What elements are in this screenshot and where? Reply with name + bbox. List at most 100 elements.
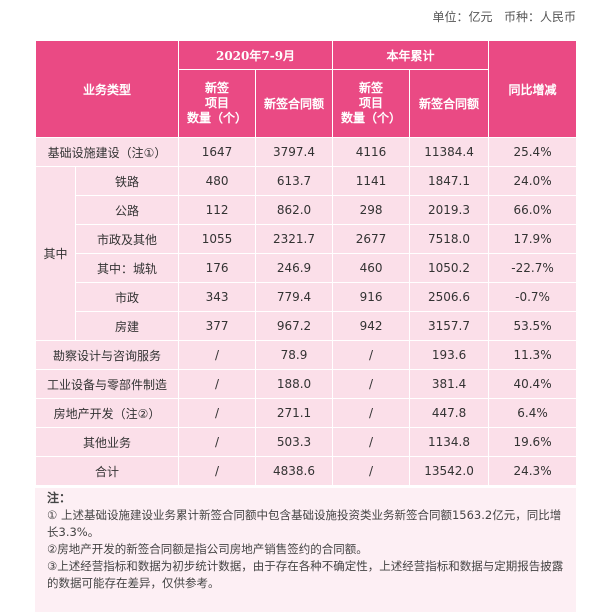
notes-box: 注： ① 上述基础设施建设业务累计新签合同额中包含基础设施投资类业务新签合同额1… (35, 488, 576, 612)
cell-ytd-amount: 7518.0 (409, 224, 490, 254)
unit-currency-line: 单位：亿元 币种：人民币 (432, 10, 576, 24)
cell-q3-amount: 3797.4 (255, 137, 334, 167)
cell-ytd-amount: 1050.2 (409, 253, 490, 283)
cell-q3-count: / (178, 340, 257, 370)
table-row-industrial-equipment: 工业设备与零部件制造 / 188.0 / 381.4 40.4% (34, 369, 578, 399)
cell-ytd-count: / (332, 340, 411, 370)
row-label: 其中：城轨 (74, 253, 180, 283)
header-period-q3: 2020年7-9月 (178, 40, 334, 70)
table-row-highway: 公路 112 862.0 298 2019.3 66.0% (36, 195, 578, 225)
note-3: ③上述经营指标和数据为初步统计数据，由于存在各种不确定性，上述经营指标和数据与定… (47, 559, 564, 590)
cell-yoy: 11.3% (488, 340, 578, 370)
cell-q3-amount: 246.9 (255, 253, 334, 283)
cell-yoy: 66.0% (488, 195, 578, 225)
cell-ytd-count: / (332, 369, 411, 399)
cell-yoy: -0.7% (488, 282, 578, 312)
contract-table: 业务类型 2020年7-9月 本年累计 同比增减 新签 项目 数量（个） 新签合… (34, 40, 578, 486)
row-label: 其他业务 (34, 427, 180, 457)
cell-ytd-amount: 13542.0 (409, 456, 490, 486)
row-label: 合计 (34, 456, 180, 486)
cell-ytd-count: / (332, 456, 411, 486)
cell-ytd-count: 460 (332, 253, 411, 283)
cell-q3-amount: 2321.7 (255, 224, 334, 254)
cell-yoy: 17.9% (488, 224, 578, 254)
cell-q3-count: / (178, 369, 257, 399)
table-row-other-business: 其他业务 / 503.3 / 1134.8 19.6% (34, 427, 578, 457)
cell-ytd-amount: 447.8 (409, 398, 490, 428)
table-row-infrastructure: 基础设施建设（注①） 1647 3797.4 4116 11384.4 25.4… (34, 137, 578, 167)
cell-ytd-amount: 11384.4 (409, 137, 490, 167)
cell-q3-amount: 613.7 (255, 166, 334, 196)
cell-q3-count: 343 (178, 282, 257, 312)
header-ytd-project-count-line2: 项目 (359, 96, 384, 110)
cell-q3-count: 1647 (178, 137, 257, 167)
cell-q3-count: / (178, 427, 257, 457)
cell-q3-count: / (178, 456, 257, 486)
cell-q3-amount: 188.0 (255, 369, 334, 399)
table-row-building: 房建 377 967.2 942 3157.7 53.5% (36, 311, 578, 341)
cell-q3-count: 112 (178, 195, 257, 225)
cell-yoy: 19.6% (488, 427, 578, 457)
row-label: 市政及其他 (74, 224, 180, 254)
cell-yoy: 53.5% (488, 311, 578, 341)
cell-ytd-amount: 1134.8 (409, 427, 490, 457)
header-q3-project-count-line1: 新签 (205, 81, 230, 95)
cell-ytd-count: 298 (332, 195, 411, 225)
table-row-municipal: 市政 343 779.4 916 2506.6 -0.7% (36, 282, 578, 312)
cell-yoy: -22.7% (488, 253, 578, 283)
table-row-municipal-other: 市政及其他 1055 2321.7 2677 7518.0 17.9% (36, 224, 578, 254)
cell-ytd-amount: 381.4 (409, 369, 490, 399)
cell-q3-amount: 779.4 (255, 282, 334, 312)
note-2: ②房地产开发的新签合同额是指公司房地产销售签约的合同额。 (47, 542, 368, 556)
header-business-type: 业务类型 (34, 40, 180, 138)
row-label: 铁路 (74, 166, 180, 196)
row-label: 房地产开发（注②） (34, 398, 180, 428)
header-q3-project-count-line3: 数量（个） (187, 111, 248, 125)
row-label: 勘察设计与咨询服务 (34, 340, 180, 370)
row-label: 公路 (74, 195, 180, 225)
cell-q3-amount: 4838.6 (255, 456, 334, 486)
cell-q3-amount: 271.1 (255, 398, 334, 428)
header-q3-project-count-line2: 项目 (205, 96, 230, 110)
cell-q3-amount: 503.3 (255, 427, 334, 457)
cell-yoy: 40.4% (488, 369, 578, 399)
notes-title: 注： (47, 491, 72, 505)
header-yoy: 同比增减 (488, 40, 578, 138)
cell-ytd-count: 2677 (332, 224, 411, 254)
note-1: ① 上述基础设施建设业务累计新签合同额中包含基础设施投资类业务新签合同额1563… (47, 508, 562, 539)
cell-ytd-amount: 3157.7 (409, 311, 490, 341)
header-ytd-contract-amount: 新签合同额 (409, 69, 490, 138)
cell-ytd-amount: 1847.1 (409, 166, 490, 196)
subgroup-label: 其中 (35, 166, 76, 341)
table-row-urban-rail: 其中：城轨 176 246.9 460 1050.2 -22.7% (36, 253, 578, 283)
cell-ytd-count: 1141 (332, 166, 411, 196)
row-label: 工业设备与零部件制造 (34, 369, 180, 399)
cell-ytd-amount: 193.6 (409, 340, 490, 370)
cell-yoy: 24.3% (488, 456, 578, 486)
header-period-ytd: 本年累计 (332, 40, 490, 70)
header-ytd-project-count-line3: 数量（个） (341, 111, 402, 125)
row-label: 基础设施建设（注①） (34, 137, 180, 167)
header-ytd-project-count: 新签 项目 数量（个） (332, 69, 411, 138)
header-q3-project-count: 新签 项目 数量（个） (178, 69, 257, 138)
header-ytd-project-count-line1: 新签 (359, 81, 384, 95)
cell-ytd-count: / (332, 398, 411, 428)
table-row-total: 合计 / 4838.6 / 13542.0 24.3% (34, 456, 578, 486)
header-q3-contract-amount: 新签合同额 (255, 69, 334, 138)
cell-ytd-amount: 2019.3 (409, 195, 490, 225)
cell-ytd-count: 942 (332, 311, 411, 341)
cell-ytd-count: 916 (332, 282, 411, 312)
cell-q3-amount: 862.0 (255, 195, 334, 225)
table-row-real-estate: 房地产开发（注②） / 271.1 / 447.8 6.4% (34, 398, 578, 428)
cell-q3-count: 480 (178, 166, 257, 196)
cell-q3-amount: 967.2 (255, 311, 334, 341)
cell-yoy: 25.4% (488, 137, 578, 167)
row-label: 市政 (74, 282, 180, 312)
cell-q3-count: / (178, 398, 257, 428)
cell-yoy: 24.0% (488, 166, 578, 196)
cell-ytd-amount: 2506.6 (409, 282, 490, 312)
row-label: 房建 (74, 311, 180, 341)
cell-q3-count: 377 (178, 311, 257, 341)
cell-yoy: 6.4% (488, 398, 578, 428)
cell-ytd-count: 4116 (332, 137, 411, 167)
